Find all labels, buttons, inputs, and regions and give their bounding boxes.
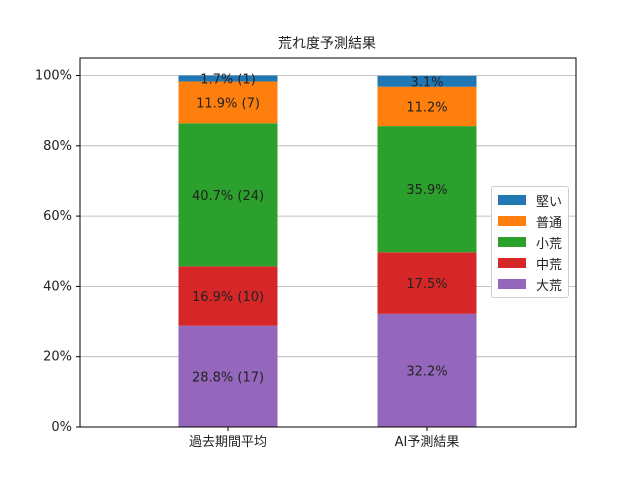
legend-swatch (498, 195, 526, 205)
data-label: 32.2% (406, 364, 447, 379)
data-label: 16.9% (10) (192, 290, 264, 305)
bar-segment (377, 126, 477, 253)
legend-item: 小荒 (498, 233, 563, 252)
data-label: 28.8% (17) (192, 370, 264, 385)
y-axis: 0% 20% 40% 60% 80% 100% (35, 69, 80, 435)
data-label: 35.9% (406, 183, 447, 198)
legend-swatch (498, 237, 526, 247)
legend-label: 堅い (536, 194, 563, 210)
plot-area-frame (79, 57, 577, 428)
legend-swatch (498, 279, 526, 289)
bar-segment (178, 75, 278, 82)
bar-segment (377, 75, 477, 87)
y-tick-label: 40% (43, 279, 72, 294)
legend-swatch (498, 216, 526, 226)
data-labels: 28.8% (17) 16.9% (10) 40.7% (24) 11.9% (7) 1… (192, 72, 448, 385)
data-label: 17.5% (406, 277, 447, 292)
bar-segment (178, 325, 278, 427)
legend-item: 大荒 (498, 275, 563, 294)
y-tick-label: 20% (43, 350, 72, 365)
x-tick-label: AI予測結果 (395, 435, 460, 450)
bar-segment (178, 123, 278, 267)
legend-label: 小荒 (536, 236, 563, 252)
legend: 堅い普通小荒中荒大荒 (491, 186, 569, 298)
legend-item: 普通 (498, 212, 563, 231)
bar-segment (178, 266, 278, 326)
data-label: 1.7% (1) (200, 72, 256, 87)
bar-segment (377, 313, 477, 427)
data-label: 3.1% (410, 75, 443, 90)
bar-segment (377, 86, 477, 127)
legend-item: 中荒 (498, 254, 563, 273)
y-tick-label: 80% (43, 139, 72, 154)
x-tick-label: 過去期間平均 (189, 435, 267, 450)
data-label: 11.2% (406, 100, 447, 115)
y-tick-label: 60% (43, 209, 72, 224)
bar-segment (377, 252, 477, 314)
legend-label: 中荒 (536, 257, 563, 273)
x-axis: 過去期間平均 AI予測結果 (189, 427, 459, 450)
legend-item: 堅い (498, 191, 563, 210)
legend-swatch (498, 258, 526, 268)
bar-segment (178, 81, 278, 124)
y-tick-label: 0% (51, 420, 72, 435)
data-label: 40.7% (24) (192, 189, 264, 204)
legend-label: 普通 (536, 215, 563, 231)
data-label: 11.9% (7) (196, 96, 260, 111)
legend-label: 大荒 (536, 278, 563, 294)
y-tick-label: 100% (35, 69, 72, 84)
chart-title: 荒れ度予測結果 (278, 36, 376, 52)
bars (178, 75, 477, 427)
